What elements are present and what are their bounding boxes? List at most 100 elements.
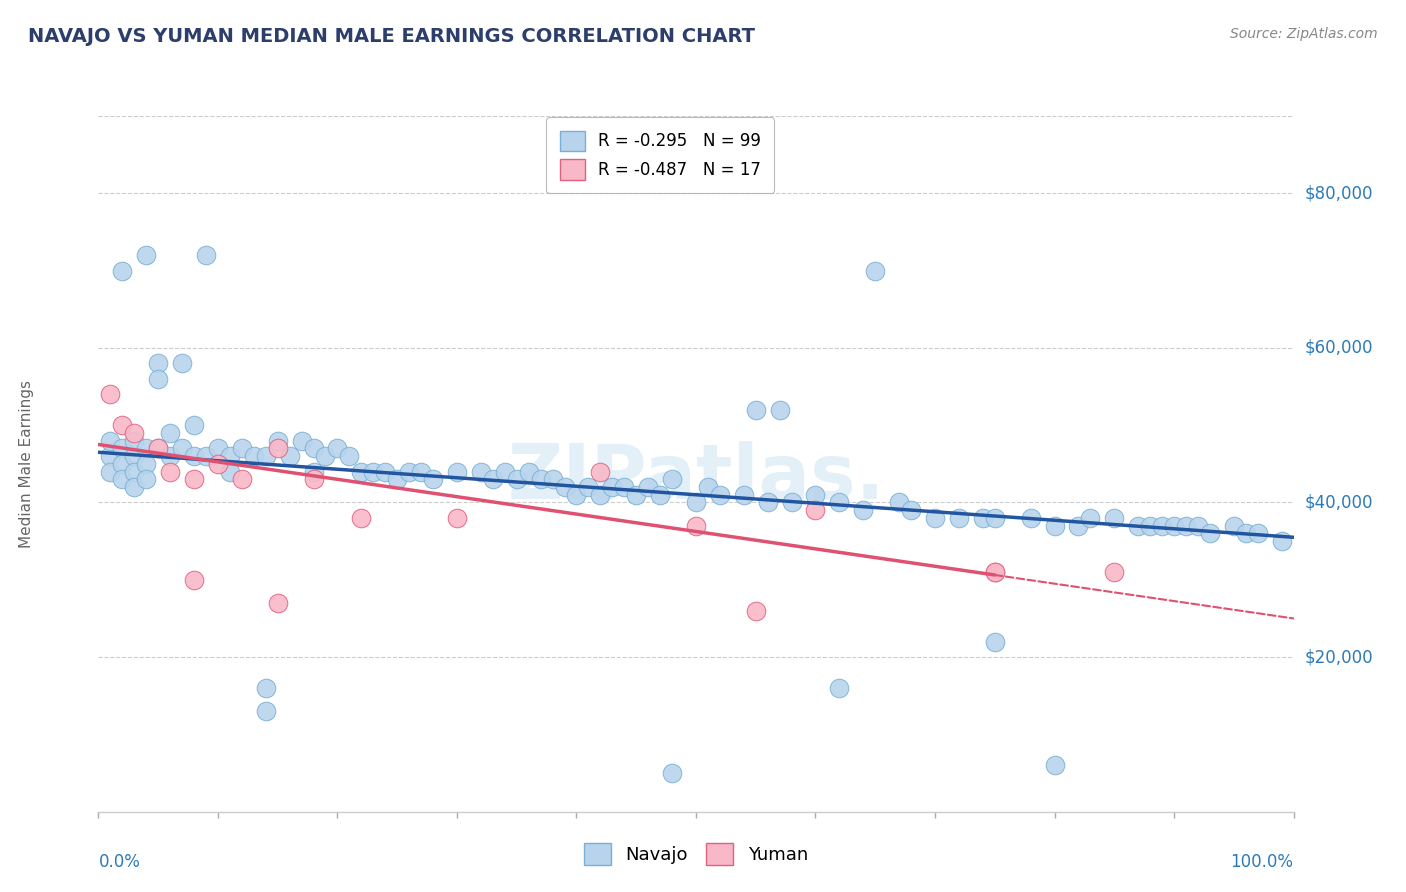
Text: 100.0%: 100.0%: [1230, 854, 1294, 871]
Point: [863, 263, 886, 277]
Point: [350, 465, 373, 479]
Point: [422, 472, 444, 486]
Point: [768, 402, 790, 417]
Point: [148, 356, 170, 370]
Point: [159, 425, 181, 440]
Point: [889, 495, 911, 509]
Point: [148, 442, 170, 456]
Point: [183, 449, 205, 463]
Point: [207, 457, 229, 471]
Point: [529, 472, 551, 486]
Point: [135, 472, 157, 486]
Point: [350, 511, 373, 525]
Point: [1222, 518, 1246, 533]
Point: [1187, 518, 1209, 533]
Point: [517, 465, 540, 479]
Point: [1102, 511, 1125, 525]
Point: [494, 465, 516, 479]
Point: [398, 465, 420, 479]
Point: [613, 480, 636, 494]
Point: [900, 503, 922, 517]
Point: [111, 457, 134, 471]
Point: [374, 465, 396, 479]
Point: [159, 449, 181, 463]
Point: [124, 465, 146, 479]
Point: [1271, 534, 1294, 549]
Point: [804, 503, 827, 517]
Point: [648, 488, 672, 502]
Point: [1128, 518, 1150, 533]
Point: [135, 457, 157, 471]
Point: [111, 263, 134, 277]
Point: [267, 596, 290, 610]
Text: $40,000: $40,000: [1305, 493, 1374, 511]
Point: [624, 488, 647, 502]
Point: [98, 387, 122, 401]
Point: [124, 480, 146, 494]
Point: [709, 488, 731, 502]
Point: [685, 518, 707, 533]
Point: [983, 634, 1005, 648]
Legend: Navajo, Yuman: Navajo, Yuman: [576, 836, 815, 872]
Point: [172, 356, 194, 370]
Point: [983, 565, 1005, 579]
Point: [446, 511, 468, 525]
Point: [302, 442, 325, 456]
Point: [183, 573, 205, 587]
Point: [111, 472, 134, 486]
Point: [231, 472, 253, 486]
Point: [111, 442, 134, 456]
Point: [1150, 518, 1173, 533]
Point: [983, 565, 1005, 579]
Point: [804, 488, 827, 502]
Point: [1043, 518, 1066, 533]
Point: [219, 465, 242, 479]
Point: [685, 495, 707, 509]
Point: [852, 503, 875, 517]
Point: [983, 511, 1005, 525]
Text: $20,000: $20,000: [1305, 648, 1374, 666]
Point: [194, 449, 217, 463]
Point: [385, 472, 409, 486]
Text: Source: ZipAtlas.com: Source: ZipAtlas.com: [1230, 27, 1378, 41]
Point: [267, 442, 290, 456]
Point: [98, 465, 122, 479]
Point: [183, 418, 205, 433]
Point: [302, 465, 325, 479]
Point: [1246, 526, 1268, 541]
Point: [745, 402, 768, 417]
Point: [302, 472, 325, 486]
Point: [541, 472, 564, 486]
Point: [207, 442, 229, 456]
Point: [159, 465, 181, 479]
Text: ZIPatlas.: ZIPatlas.: [508, 441, 884, 515]
Point: [576, 480, 599, 494]
Point: [1043, 758, 1066, 772]
Point: [135, 442, 157, 456]
Point: [828, 681, 851, 695]
Point: [231, 442, 253, 456]
Point: [148, 372, 170, 386]
Point: [1139, 518, 1161, 533]
Point: [948, 511, 970, 525]
Point: [194, 248, 217, 262]
Point: [1198, 526, 1220, 541]
Point: [278, 449, 301, 463]
Point: [315, 449, 337, 463]
Point: [111, 418, 134, 433]
Text: $60,000: $60,000: [1305, 339, 1374, 357]
Point: [98, 449, 122, 463]
Point: [924, 511, 946, 525]
Point: [254, 704, 277, 718]
Point: [363, 465, 385, 479]
Point: [135, 248, 157, 262]
Point: [148, 442, 170, 456]
Point: [1175, 518, 1198, 533]
Point: [1102, 565, 1125, 579]
Point: [565, 488, 588, 502]
Point: [1080, 511, 1102, 525]
Point: [124, 449, 146, 463]
Point: [267, 434, 290, 448]
Point: [1067, 518, 1090, 533]
Point: [600, 480, 623, 494]
